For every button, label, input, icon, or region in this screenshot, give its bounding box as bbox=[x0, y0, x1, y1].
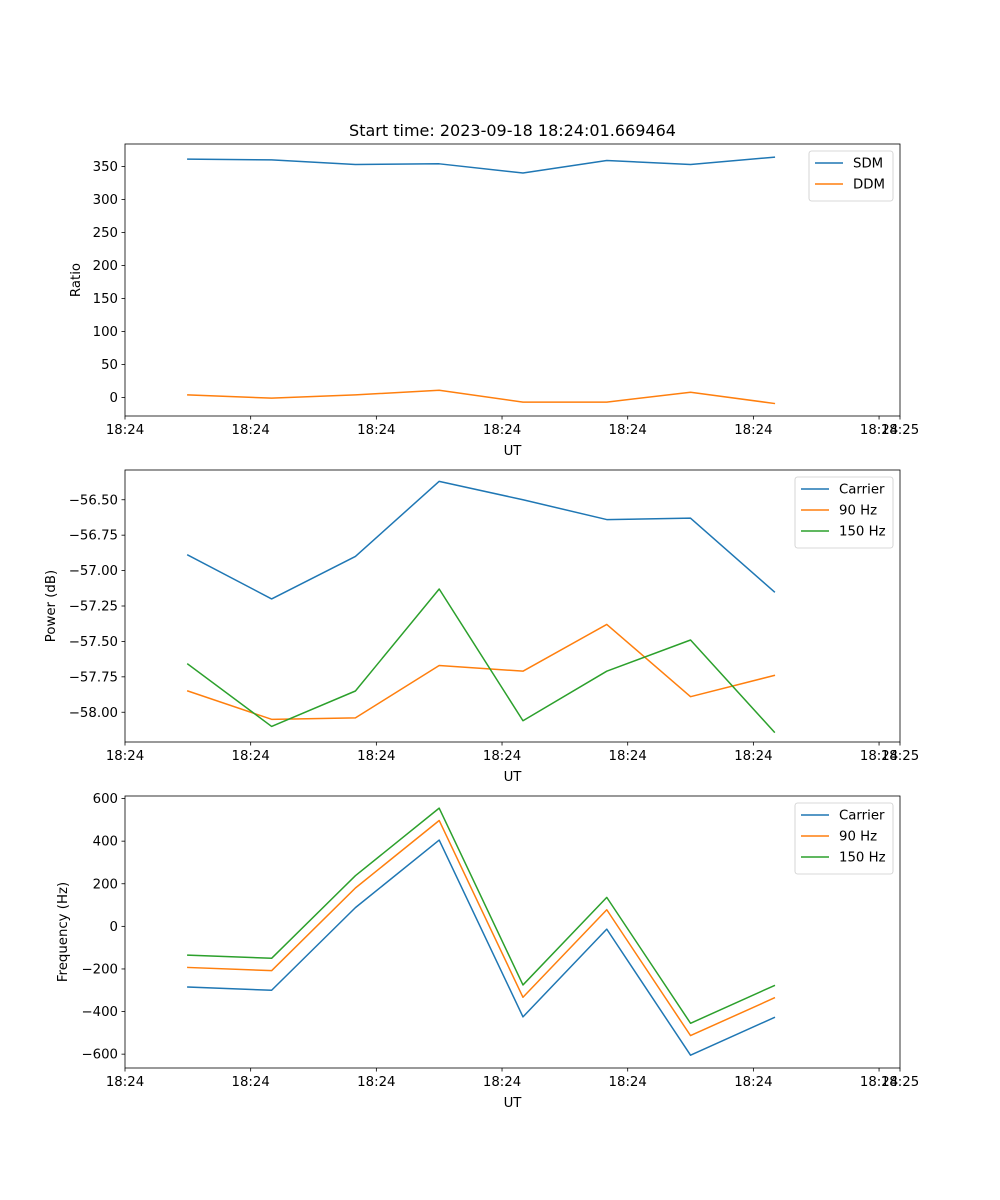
y-tick-label: −57.75 bbox=[69, 670, 118, 685]
y-tick-label: −200 bbox=[81, 962, 118, 977]
legend-label: DDM bbox=[853, 178, 885, 193]
y-tick-label: 350 bbox=[93, 160, 118, 175]
x-tick-label: 18:24 bbox=[357, 1075, 395, 1090]
x-tick-label-end: 18:25 bbox=[881, 1075, 919, 1090]
legend-label: 90 Hz bbox=[839, 830, 877, 845]
y-tick-label: 400 bbox=[93, 835, 118, 850]
y-tick-label: −58.00 bbox=[69, 706, 118, 721]
x-tick-label: 18:24 bbox=[357, 749, 395, 764]
chart-panel-2: 18:24 18:24 18:24 18:24 18:24 18:24 18:2418:25… bbox=[44, 469, 919, 785]
y-tick-label: −56.50 bbox=[69, 493, 118, 508]
x-axis-label: UT bbox=[504, 1096, 523, 1111]
series-line-carrier bbox=[186, 480, 776, 600]
chart-panel-3: 18:24 18:24 18:24 18:24 18:24 18:24 18:2418:25… bbox=[56, 792, 919, 1111]
legend-label: 150 Hz bbox=[839, 525, 886, 540]
x-tick-label: 18:24 bbox=[734, 1075, 772, 1090]
x-tick-label: 18:24 bbox=[483, 423, 521, 438]
y-tick-label: 0 bbox=[110, 391, 118, 406]
x-tick-label-end: 18:25 bbox=[881, 749, 919, 764]
y-axis-label: Ratio bbox=[69, 263, 84, 297]
x-tick-label: 18:24 bbox=[609, 423, 647, 438]
x-tick-label: 18:24 bbox=[357, 423, 395, 438]
x-tick-label: 18:24 bbox=[106, 423, 144, 438]
x-tick-label: 18:24 bbox=[734, 423, 772, 438]
series-line-90-hz bbox=[187, 819, 776, 1037]
x-tick-label-end: 18:25 bbox=[881, 423, 919, 438]
series-line-carrier bbox=[187, 839, 776, 1056]
y-tick-label: −57.50 bbox=[69, 635, 118, 650]
y-tick-label: 50 bbox=[101, 358, 118, 373]
axes-frame bbox=[124, 143, 901, 417]
x-tick-label: 18:24 bbox=[483, 749, 521, 764]
y-tick-label: 200 bbox=[93, 259, 118, 274]
y-tick-label: −57.25 bbox=[69, 600, 118, 615]
x-tick-label: 18:24 bbox=[609, 1075, 647, 1090]
x-tick-label: 18:24 bbox=[232, 423, 270, 438]
chart-panels: 18:24 18:24 18:24 18:24 18:24 18:24 18:2418:25… bbox=[44, 121, 919, 1111]
series-line-150-hz bbox=[187, 807, 776, 1025]
chart-title: Start time: 2023-09-18 18:24:01.669464 bbox=[349, 121, 676, 140]
series-line-ddm bbox=[187, 389, 776, 405]
x-tick-label: 18:24 bbox=[232, 749, 270, 764]
x-tick-label: 18:24 bbox=[734, 749, 772, 764]
y-tick-label: 150 bbox=[93, 292, 118, 307]
axes-frame bbox=[124, 795, 901, 1069]
y-tick-label: 0 bbox=[110, 920, 118, 935]
legend-label: Carrier bbox=[839, 809, 885, 824]
x-tick-label: 18:24 bbox=[232, 1075, 270, 1090]
legend-label: Carrier bbox=[839, 483, 885, 498]
x-tick-label: 18:24 bbox=[860, 1075, 898, 1090]
x-axis-label: UT bbox=[504, 444, 523, 459]
y-axis-label: Power (dB) bbox=[44, 570, 59, 642]
y-tick-label: −56.75 bbox=[69, 529, 118, 544]
series-line-150-hz bbox=[186, 588, 776, 734]
y-tick-label: 300 bbox=[93, 193, 118, 208]
y-tick-label: 250 bbox=[93, 226, 118, 241]
x-axis-label: UT bbox=[504, 770, 523, 785]
legend-label: 90 Hz bbox=[839, 504, 877, 519]
y-tick-label: −600 bbox=[81, 1048, 118, 1063]
y-axis-label: Frequency (Hz) bbox=[56, 882, 71, 982]
y-tick-label: 200 bbox=[93, 877, 118, 892]
series-line-sdm bbox=[187, 156, 776, 174]
x-tick-label: 18:24 bbox=[106, 1075, 144, 1090]
x-tick-label: 18:24 bbox=[483, 1075, 521, 1090]
x-tick-label: 18:24 bbox=[860, 749, 898, 764]
x-tick-label: 18:24 bbox=[609, 749, 647, 764]
x-tick-label: 18:24 bbox=[106, 749, 144, 764]
series-line-90-hz bbox=[186, 623, 776, 721]
y-tick-label: 100 bbox=[93, 325, 118, 340]
y-tick-label: −57.00 bbox=[69, 564, 118, 579]
y-tick-label: 600 bbox=[93, 792, 118, 807]
y-tick-label: −400 bbox=[81, 1005, 118, 1020]
legend-label: 150 Hz bbox=[839, 851, 886, 866]
legend-label: SDM bbox=[853, 157, 883, 172]
x-tick-label: 18:24 bbox=[860, 423, 898, 438]
chart-panel-1: 18:24 18:24 18:24 18:24 18:24 18:24 18:2418:25… bbox=[69, 121, 919, 459]
